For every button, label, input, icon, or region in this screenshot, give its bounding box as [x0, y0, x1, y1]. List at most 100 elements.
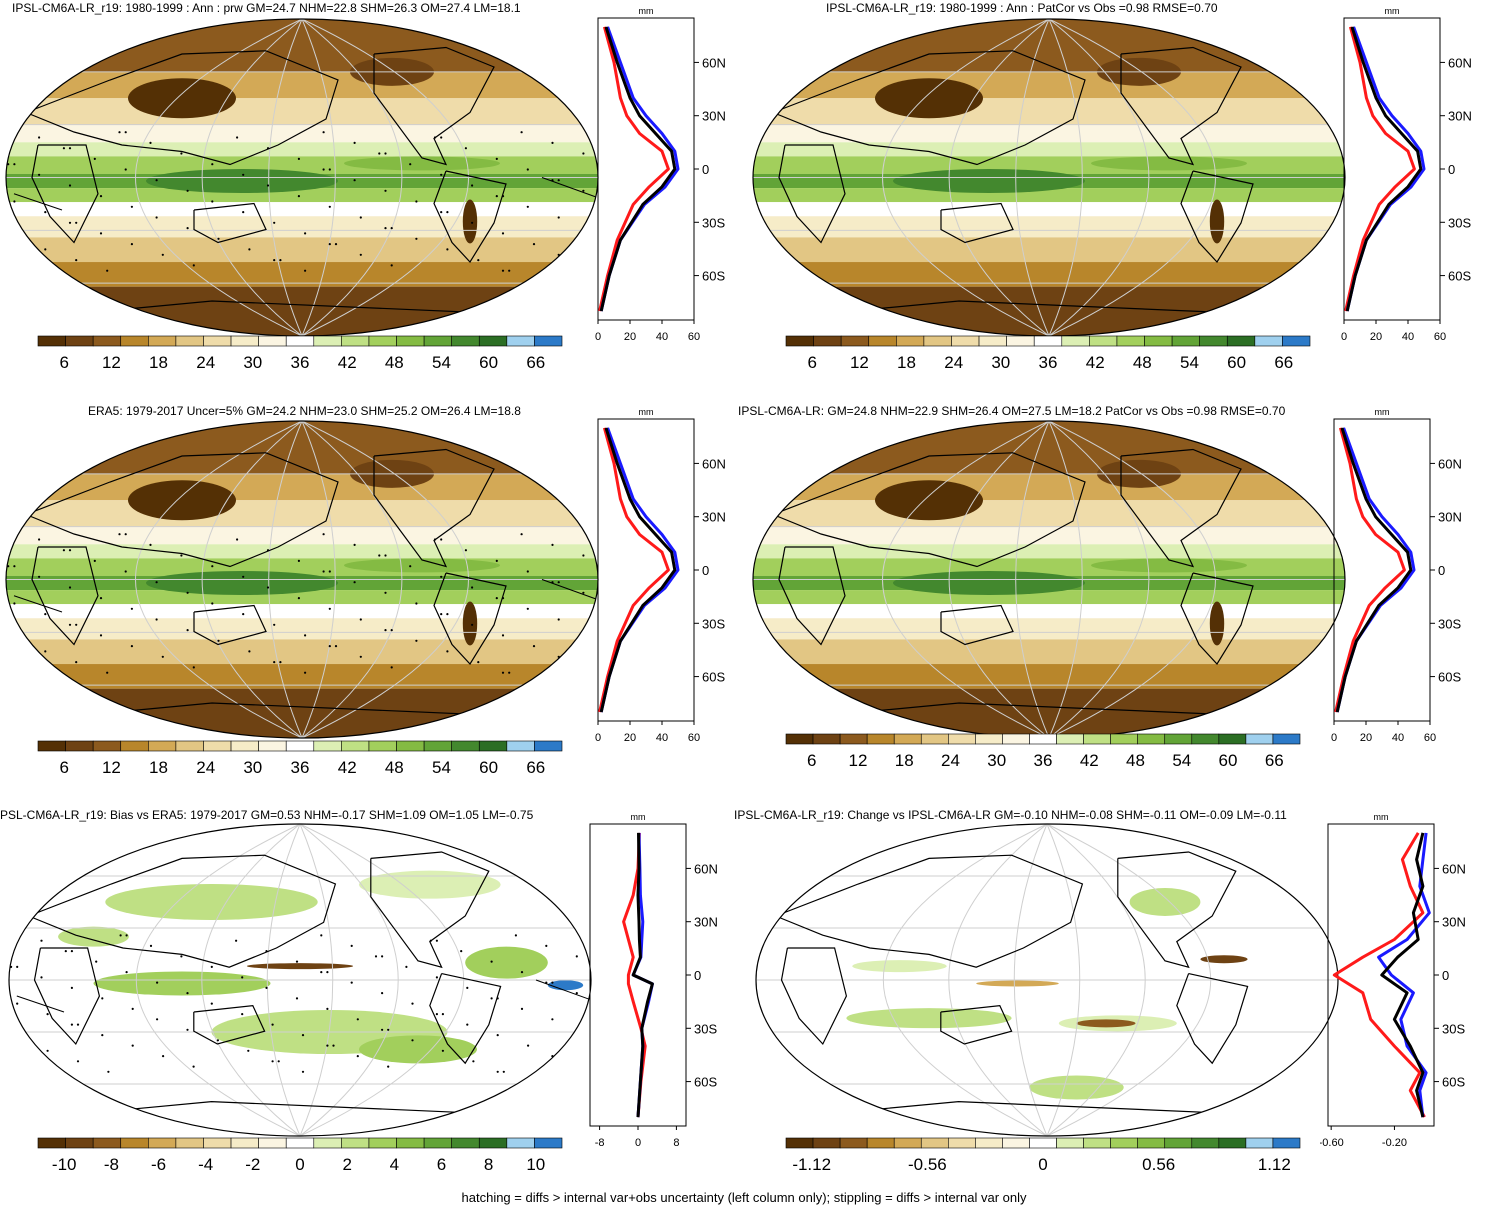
colorbar-tick-label: 54 [432, 758, 451, 777]
graticule-meridian [301, 19, 403, 336]
stipple-dot [38, 538, 41, 541]
colorbar-tick-label: 8 [484, 1155, 493, 1174]
stipple-dot [131, 1007, 134, 1010]
zonal-mean-plot: mm 60N 30N 0 30S 60S 0 20 40 60 [1331, 407, 1462, 744]
colorbar-swatch [368, 740, 397, 752]
colorbar-swatch [506, 335, 535, 347]
stipple-dot [186, 1028, 189, 1031]
graticule-meridian [201, 19, 303, 336]
stipple-dot [328, 570, 331, 573]
colorbar-tick-label: 54 [1172, 751, 1191, 770]
stipple-dot [297, 157, 300, 160]
lat-tick-label: 30N [702, 510, 726, 525]
colorbar-swatch [839, 1137, 868, 1149]
colorbar-tick-label: 6 [59, 353, 68, 372]
world-map [5, 420, 599, 739]
map-field [9, 824, 591, 1136]
graticule-meridian [948, 19, 1050, 336]
graticule-meridian [266, 824, 301, 1136]
panel-title: ERA5: 1979-2017 Uncer=5% GM=24.2 NHM=23.… [88, 404, 521, 418]
stipple-dot [106, 269, 109, 272]
black-series-line [1380, 832, 1425, 1118]
panel-2: IPSL-CM6A-LR_r19: 1980-1999 : Ann : PatC… [744, 0, 1488, 395]
stipple-dot [271, 1060, 274, 1063]
stipple-dot [381, 955, 384, 958]
graticule-meridian [1013, 824, 1048, 1136]
colorbar-tick-label: -0.56 [908, 1155, 947, 1174]
x-tick-label: 40 [656, 331, 668, 343]
graticule-meridian [201, 421, 303, 738]
colorbar-tick-label: 18 [895, 751, 914, 770]
continent-outline [31, 546, 99, 646]
stipple-dot [501, 671, 505, 674]
colorbar-tick-label: 48 [385, 353, 404, 372]
stipple-dot [532, 645, 536, 648]
stipple-dot [297, 597, 300, 600]
colorbar-swatch [313, 1137, 342, 1149]
graticule-meridian [301, 19, 469, 336]
stipple-dot [322, 533, 325, 536]
bias-blob [359, 870, 501, 899]
panel-3: ERA5: 1979-2017 Uncer=5% GM=24.2 NHM=23.… [0, 395, 744, 795]
stipple-dot [501, 232, 505, 235]
stipple-dot [514, 934, 517, 937]
colorbar-swatch [868, 335, 897, 347]
stipple-dot [297, 195, 300, 198]
stipple-dot [16, 1039, 19, 1042]
stipple-dot [149, 944, 153, 947]
colorbar-swatch [1191, 1137, 1220, 1149]
colorbar-swatch [1061, 335, 1090, 347]
stipple-dot [501, 195, 505, 198]
stipple-dot [415, 602, 418, 605]
stipple-dot [68, 623, 72, 626]
colorbar-swatch [1245, 733, 1274, 745]
colorbar-swatch [92, 1137, 122, 1149]
colorbar-swatch [285, 1137, 315, 1149]
stipple-dot [44, 211, 47, 214]
stipple-dot [16, 965, 19, 968]
stipple-dot [446, 613, 449, 616]
colorbar-swatch [1272, 1137, 1301, 1149]
colorbar-tick-label: -8 [104, 1155, 119, 1174]
x-tick-label: 40 [1402, 331, 1414, 343]
red-series-line [1344, 26, 1416, 312]
x-tick-label: -8 [595, 1137, 605, 1149]
change-blob [1129, 888, 1201, 916]
colorbar-swatch [1137, 1137, 1166, 1149]
colorbar-swatch [1144, 335, 1173, 347]
dry-plateau [875, 480, 983, 521]
colorbar-swatch [1245, 1137, 1274, 1149]
stipple-dot [582, 591, 585, 594]
stipple-dot [378, 554, 381, 557]
latitude-band [6, 664, 598, 689]
stipple-dot [247, 1049, 250, 1052]
colorbar-swatch [866, 1137, 895, 1149]
colorbar-swatch [175, 1137, 204, 1149]
colorbar-swatch [478, 335, 508, 347]
black-series-line [1335, 427, 1413, 713]
stipple-dot [130, 205, 133, 208]
stipple-dot [242, 211, 245, 214]
colorbar-tick-label: 1.12 [1258, 1155, 1291, 1174]
latitude-band [753, 237, 1345, 263]
colorbar-swatch [1191, 733, 1220, 745]
colorbar-swatch [951, 335, 980, 347]
stipple-dot [359, 253, 362, 256]
colorbar-swatch [893, 1137, 922, 1149]
colorbar-swatch [396, 1137, 425, 1149]
colorbar-swatch [423, 740, 452, 752]
stipple-dot [526, 168, 529, 171]
colorbar-tick-label: 0.56 [1142, 1155, 1175, 1174]
stipple-dot [16, 1002, 19, 1005]
unit-label: mm [1385, 6, 1400, 16]
warm-pool [146, 571, 338, 596]
stipple-dot [99, 232, 103, 235]
stipple-dot [295, 997, 299, 1000]
continent-outline [373, 46, 495, 166]
stipple-dot [440, 575, 443, 578]
lat-tick-label: 60N [694, 861, 718, 876]
latitude-band [753, 142, 1345, 157]
latitude-band [6, 618, 598, 640]
red-series-line [598, 427, 670, 713]
colorbar-swatch [534, 1137, 563, 1149]
